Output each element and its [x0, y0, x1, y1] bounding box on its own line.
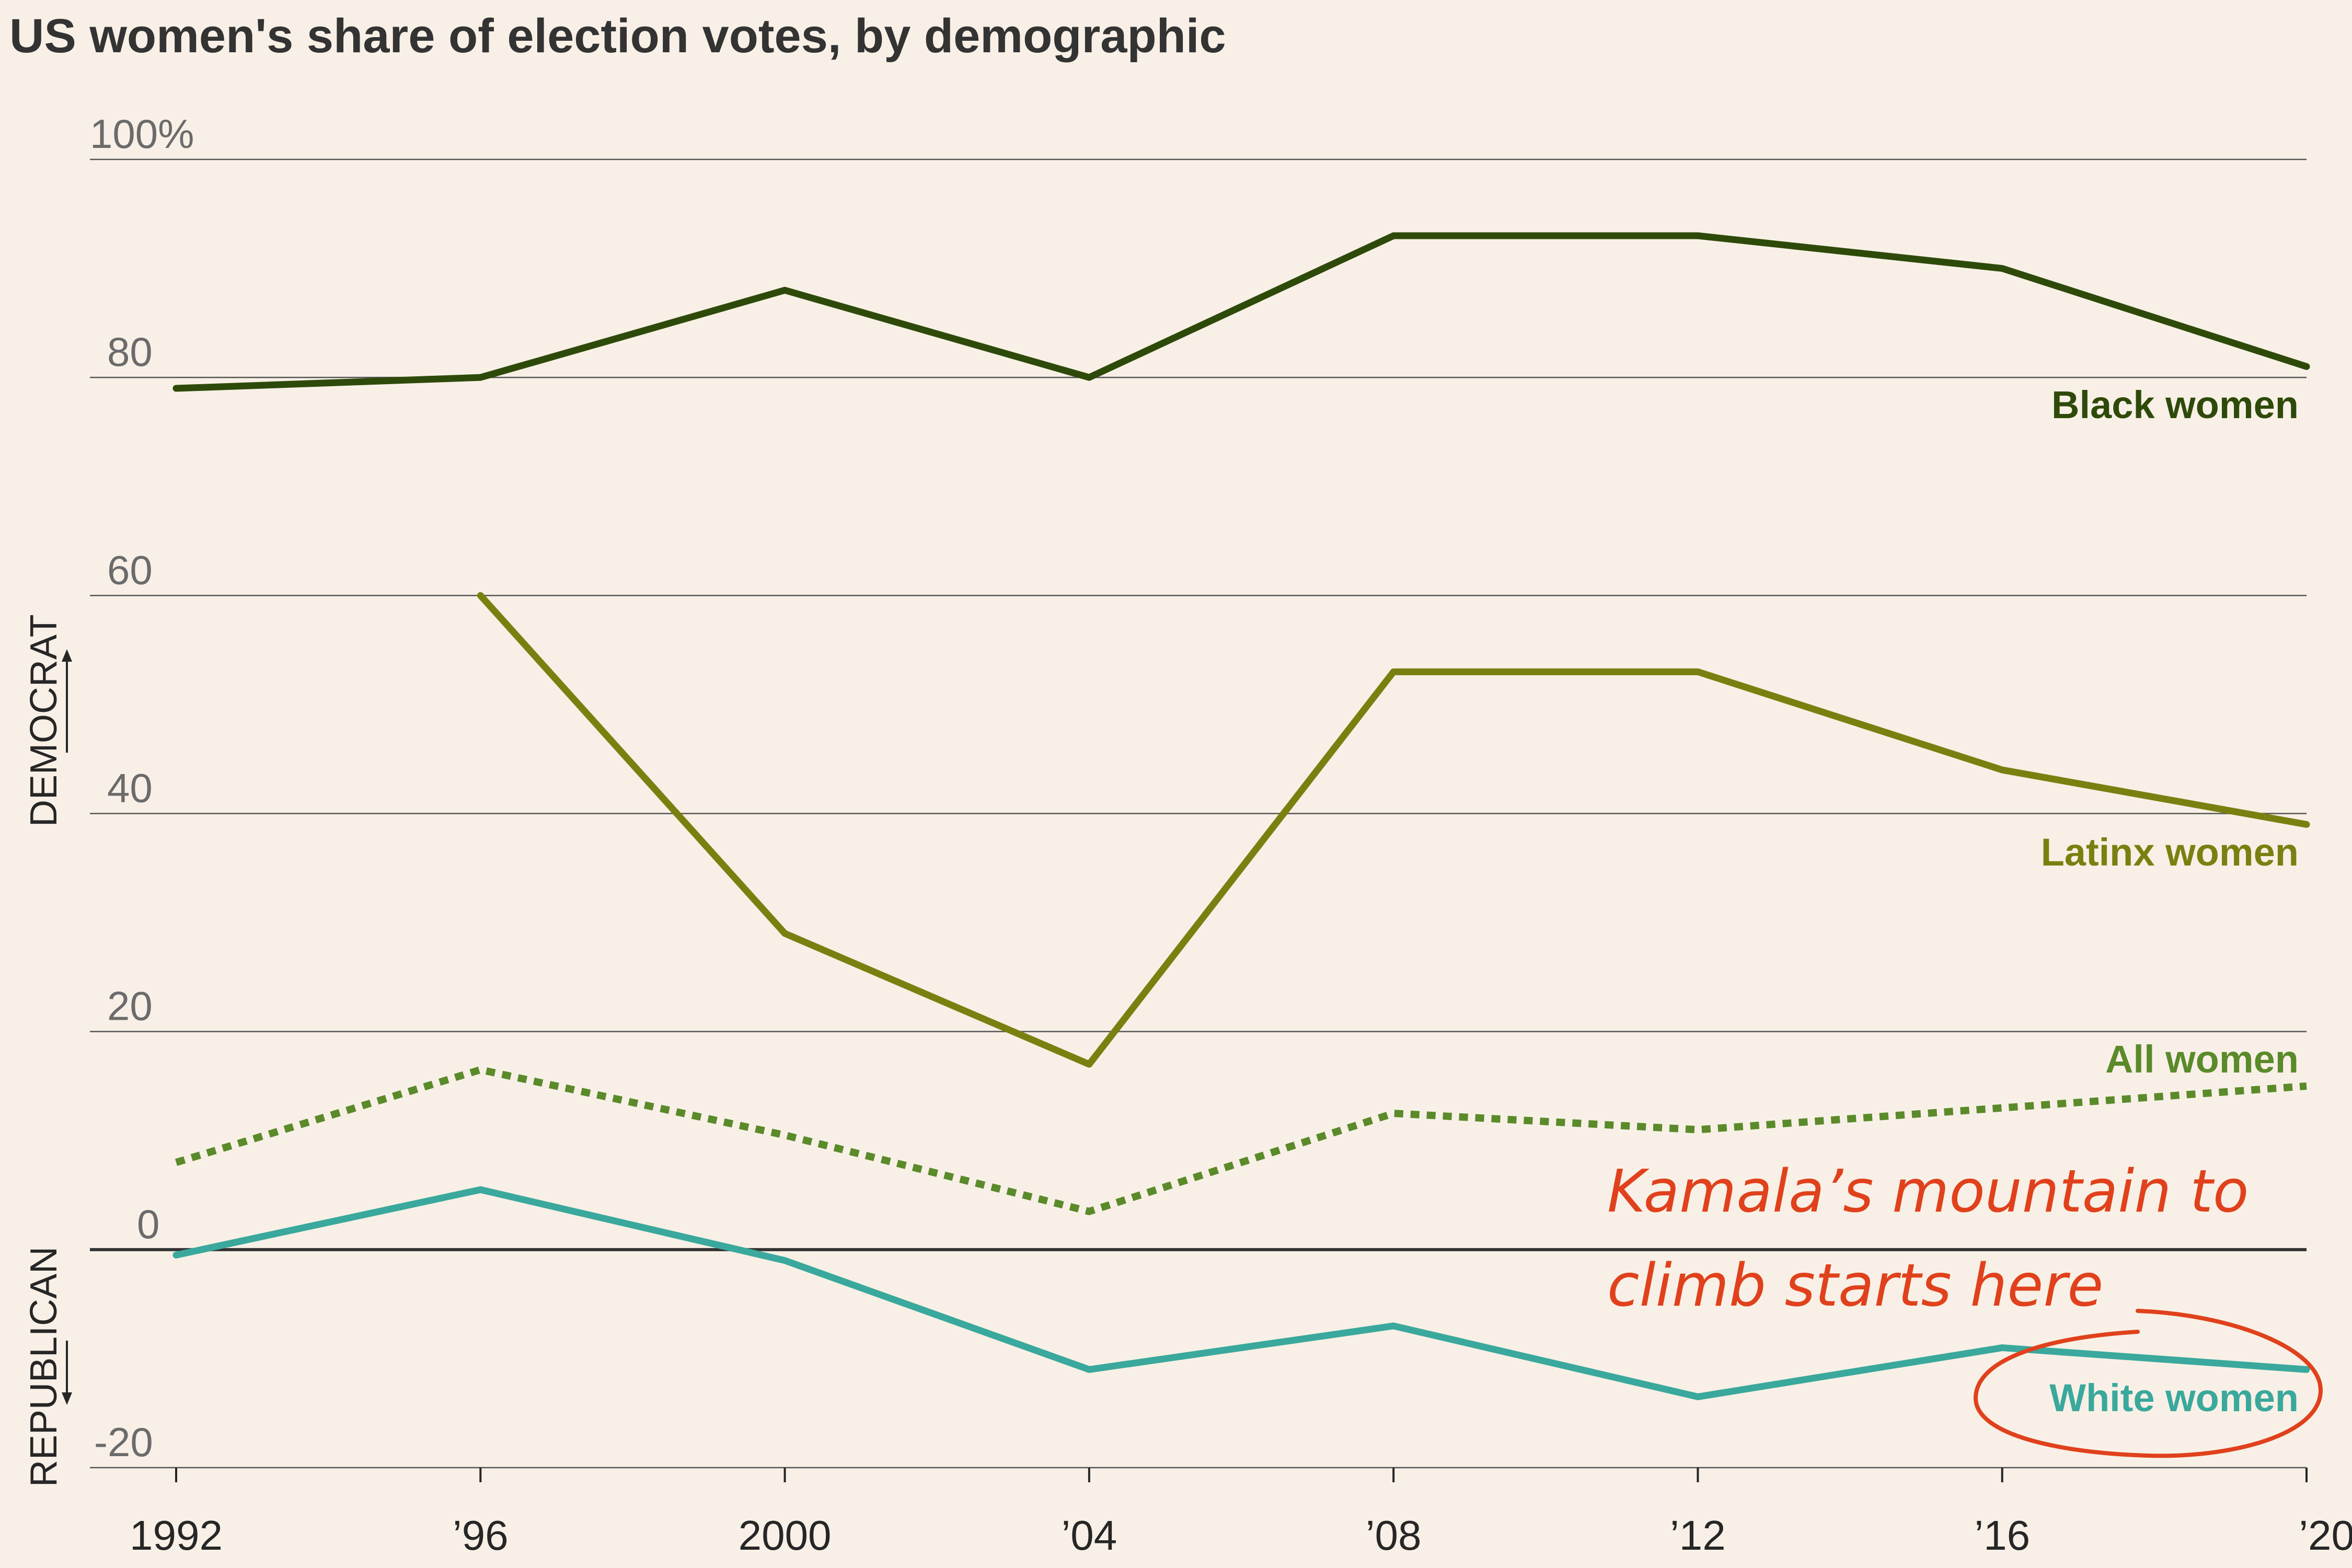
x-axis-ticks: 1992 ’96 2000 ’04 ’08 ’12 ’16 ’20: [130, 1468, 2352, 1559]
y-tick-label: 80: [107, 329, 153, 375]
y-tick-label: 60: [107, 547, 153, 593]
republican-arrow-icon: [62, 1392, 72, 1405]
series-label-latinx-women: Latinx women: [2041, 831, 2299, 874]
series-line-white-women: [172, 1186, 2310, 1400]
y-tick-label: 0: [137, 1201, 159, 1247]
democrat-direction: DEMOCRAT: [23, 614, 72, 827]
democrat-arrow-icon: [62, 649, 72, 662]
chart-title: US women's share of election votes, by d…: [9, 9, 1226, 63]
annotation-line-1: Kamala’s mountain to: [1607, 1158, 2249, 1226]
series-lines: [172, 232, 2310, 1400]
series-labels: Black women Latinx women All women White wo…: [2041, 383, 2299, 1420]
x-tick-label: ’20: [2299, 1512, 2352, 1559]
x-tick-label: 2000: [739, 1512, 832, 1559]
x-tick-label: ’16: [1974, 1512, 2030, 1559]
x-tick-label: ’96: [453, 1512, 509, 1559]
y-axis-ticks: 100% 80 60 40 20 0 -20: [90, 111, 194, 1465]
y-tick-label: 40: [107, 765, 153, 811]
annotation-circle: [1973, 1309, 2323, 1458]
y-tick-label: -20: [94, 1419, 153, 1465]
series-line-all-women: [175, 1066, 2307, 1215]
republican-label: REPUBLICAN: [23, 1247, 65, 1487]
democrat-label: DEMOCRAT: [23, 614, 65, 827]
series-label-black-women: Black women: [2051, 383, 2299, 426]
series-line-latinx-women: [477, 592, 2310, 1068]
y-tick-label: 100%: [90, 111, 194, 157]
republican-direction: REPUBLICAN: [23, 1247, 72, 1487]
series-label-white-women: White women: [2049, 1376, 2299, 1420]
x-tick-label: 1992: [130, 1512, 223, 1559]
annotation-line-2: climb starts here: [1607, 1252, 2103, 1320]
y-tick-label: 20: [107, 983, 153, 1029]
annotation: Kamala’s mountain to climb starts here: [1607, 1158, 2323, 1458]
x-tick-label: ’04: [1061, 1512, 1117, 1559]
series-line-black-women: [172, 232, 2310, 392]
x-tick-label: ’08: [1366, 1512, 1422, 1559]
series-label-all-women: All women: [2105, 1037, 2299, 1081]
x-tick-label: ’12: [1670, 1512, 1726, 1559]
